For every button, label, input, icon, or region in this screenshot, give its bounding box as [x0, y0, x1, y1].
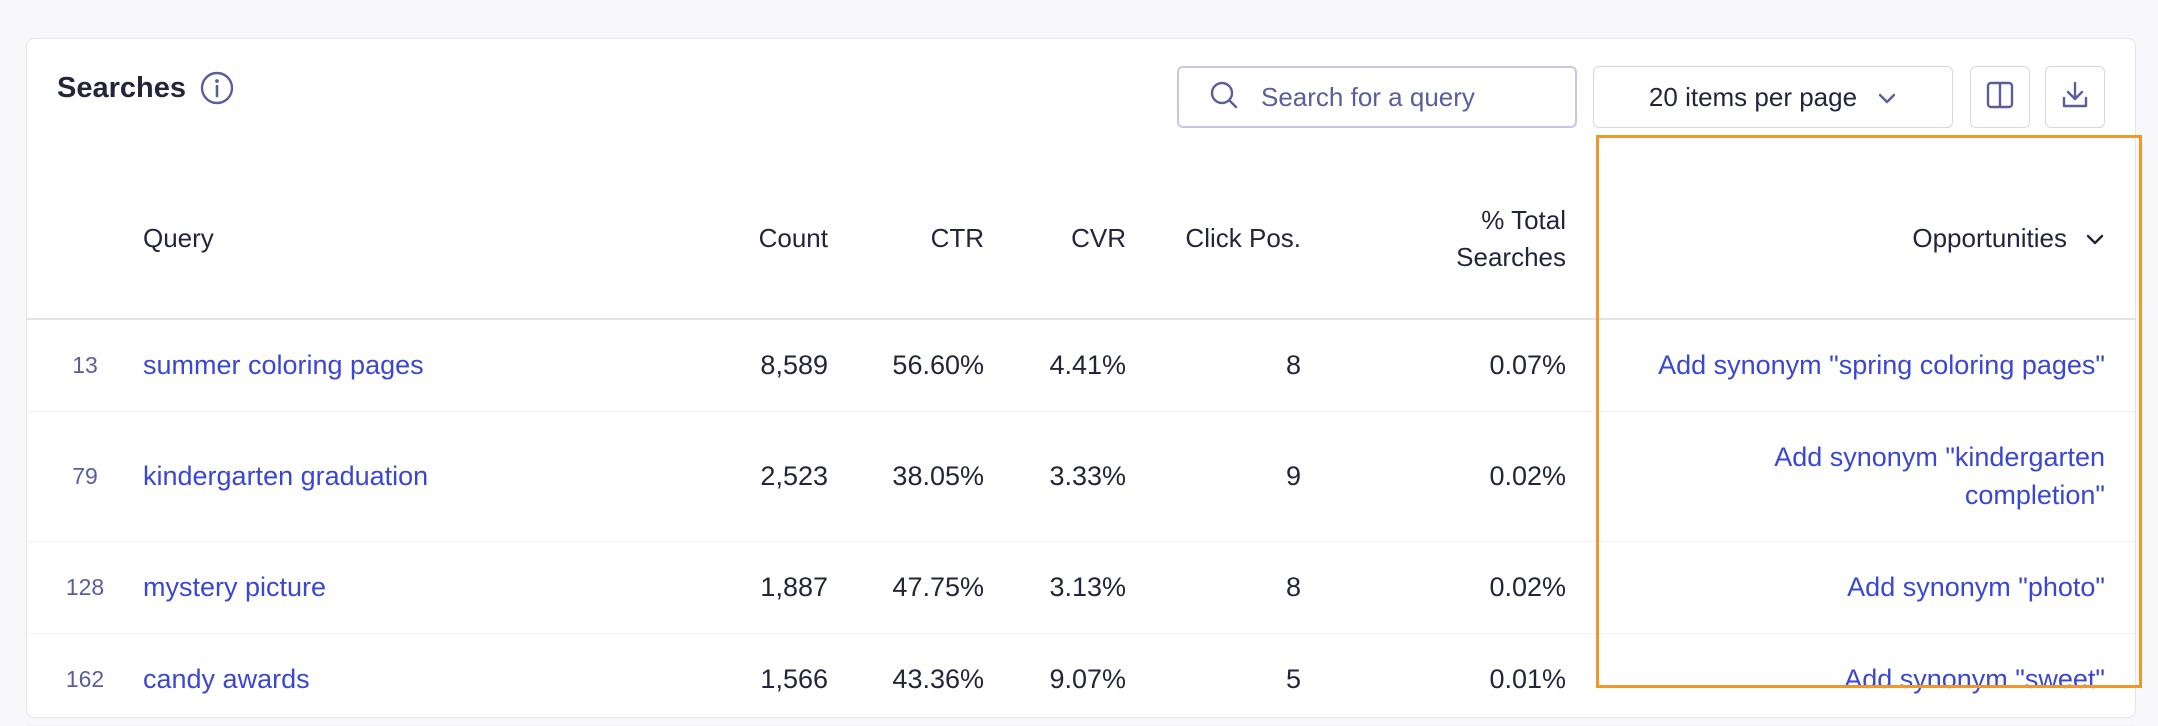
search-box[interactable] — [1177, 66, 1577, 128]
click-pos-cell: 5 — [1126, 633, 1301, 726]
items-per-page-label: 20 items per page — [1648, 81, 1858, 112]
count-cell: 1,887 — [653, 541, 828, 634]
click-pos-cell: 8 — [1126, 541, 1301, 634]
click-pos-header-label: Click Pos. — [1185, 223, 1301, 253]
table-row: 13 summer coloring pages 8,589 56.60% 4.… — [27, 319, 2135, 412]
opportunity-link[interactable]: Add synonym "photo" — [1847, 572, 2105, 602]
row-rank: 162 — [27, 633, 143, 726]
ctr-cell: 56.60% — [828, 319, 984, 412]
count-cell: 1,566 — [653, 633, 828, 726]
ctr-column-header[interactable]: CTR — [828, 159, 984, 320]
opportunity-cell: Add synonym "photo" — [1566, 541, 2135, 634]
ctr-cell: 43.36% — [828, 633, 984, 726]
search-icon — [1209, 80, 1239, 115]
card-header: Searches — [57, 71, 234, 105]
opportunities-column-header[interactable]: Opportunities — [1566, 159, 2135, 320]
click-pos-cell: 9 — [1126, 411, 1301, 542]
cvr-cell: 3.33% — [984, 411, 1126, 542]
ctr-cell: 38.05% — [828, 411, 984, 542]
opportunities-header-label: Opportunities — [1912, 223, 2067, 253]
chevron-down-icon — [1877, 82, 1897, 113]
total-searches-header-label: % Total Searches — [1456, 204, 1566, 272]
search-input[interactable] — [1261, 81, 1551, 113]
total-searches-cell: 0.02% — [1301, 411, 1566, 542]
count-cell: 8,589 — [653, 319, 828, 412]
items-per-page-select[interactable]: 20 items per page — [1593, 66, 1953, 128]
cvr-cell: 4.41% — [984, 319, 1126, 412]
total-searches-cell: 0.07% — [1301, 319, 1566, 412]
opportunity-cell: Add synonym "spring coloring pages" — [1566, 319, 2135, 412]
cvr-cell: 9.07% — [984, 633, 1126, 726]
searches-table: Query Count CTR CVR Click Pos. % Total S… — [27, 159, 2135, 726]
total-searches-cell: 0.01% — [1301, 633, 1566, 726]
cvr-cell: 3.13% — [984, 541, 1126, 634]
row-rank: 79 — [27, 411, 143, 542]
click-pos-cell: 8 — [1126, 319, 1301, 412]
count-column-header[interactable]: Count — [653, 159, 828, 320]
download-button[interactable] — [2045, 66, 2105, 128]
row-rank: 13 — [27, 319, 143, 412]
click-pos-column-header[interactable]: Click Pos. — [1126, 159, 1301, 320]
query-link[interactable]: summer coloring pages — [143, 319, 653, 412]
table-row: 79 kindergarten graduation 2,523 38.05% … — [27, 411, 2135, 542]
query-link[interactable]: kindergarten graduation — [143, 411, 653, 542]
table-header-row: Query Count CTR CVR Click Pos. % Total S… — [27, 159, 2135, 320]
table-row: 128 mystery picture 1,887 47.75% 3.13% 8… — [27, 541, 2135, 634]
ctr-cell: 47.75% — [828, 541, 984, 634]
table-row: 162 candy awards 1,566 43.36% 9.07% 5 0.… — [27, 633, 2135, 726]
query-column-header[interactable]: Query — [143, 159, 653, 320]
count-cell: 2,523 — [653, 411, 828, 542]
download-icon — [2060, 80, 2090, 115]
opportunity-link[interactable]: Add synonym "sweet" — [1844, 664, 2105, 694]
page-title: Searches — [57, 71, 186, 104]
rank-column-header — [27, 159, 143, 320]
columns-button[interactable] — [1970, 66, 2030, 128]
chevron-down-icon — [2085, 220, 2105, 257]
query-link[interactable]: candy awards — [143, 633, 653, 726]
opportunity-cell: Add synonym "kindergarten completion" — [1566, 411, 2135, 542]
searches-card: Searches 20 items per page — [26, 38, 2136, 726]
opportunity-link[interactable]: Add synonym "kindergarten completion" — [1774, 442, 2105, 510]
cvr-column-header[interactable]: CVR — [984, 159, 1126, 320]
row-rank: 128 — [27, 541, 143, 634]
opportunity-link[interactable]: Add synonym "spring coloring pages" — [1658, 350, 2105, 381]
total-searches-column-header[interactable]: % Total Searches — [1301, 159, 1566, 320]
query-link[interactable]: mystery picture — [143, 541, 653, 634]
info-icon[interactable] — [200, 71, 234, 105]
total-searches-cell: 0.02% — [1301, 541, 1566, 634]
columns-icon — [1985, 80, 2015, 115]
opportunity-cell: Add synonym "sweet" — [1566, 633, 2135, 726]
